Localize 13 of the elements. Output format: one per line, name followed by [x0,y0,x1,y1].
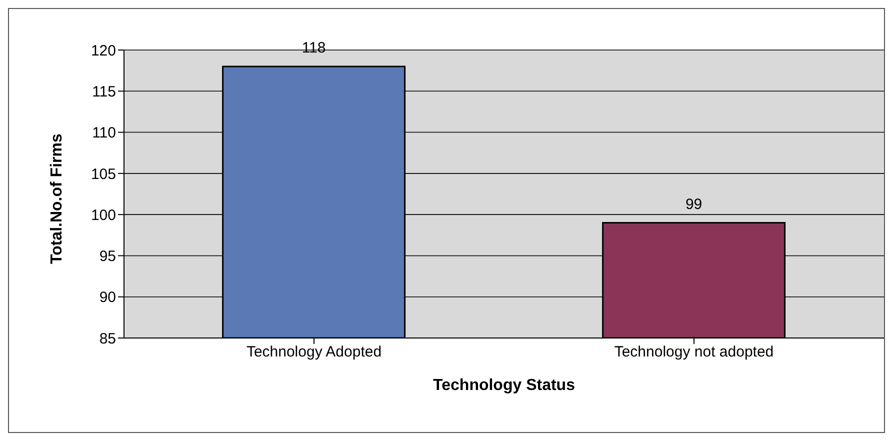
x-axis-title: Technology Status [433,377,576,394]
x-tick-label: Technology Adopted [246,344,382,361]
y-tick-label: 115 [92,83,116,100]
data-label: 99 [685,196,702,213]
y-tick-label: 105 [90,166,116,183]
y-tick-label: 110 [92,124,116,142]
y-tick-label: 100 [90,206,116,224]
x-tick-label: Technology not adopted [614,344,774,361]
y-tick-label: 120 [90,42,116,60]
y-axis-title: Total.No.of Firms [48,134,66,264]
y-tick-label: 85 [99,330,116,348]
y-tick-label: 90 [99,289,116,306]
y-tick-label: 95 [99,248,116,266]
